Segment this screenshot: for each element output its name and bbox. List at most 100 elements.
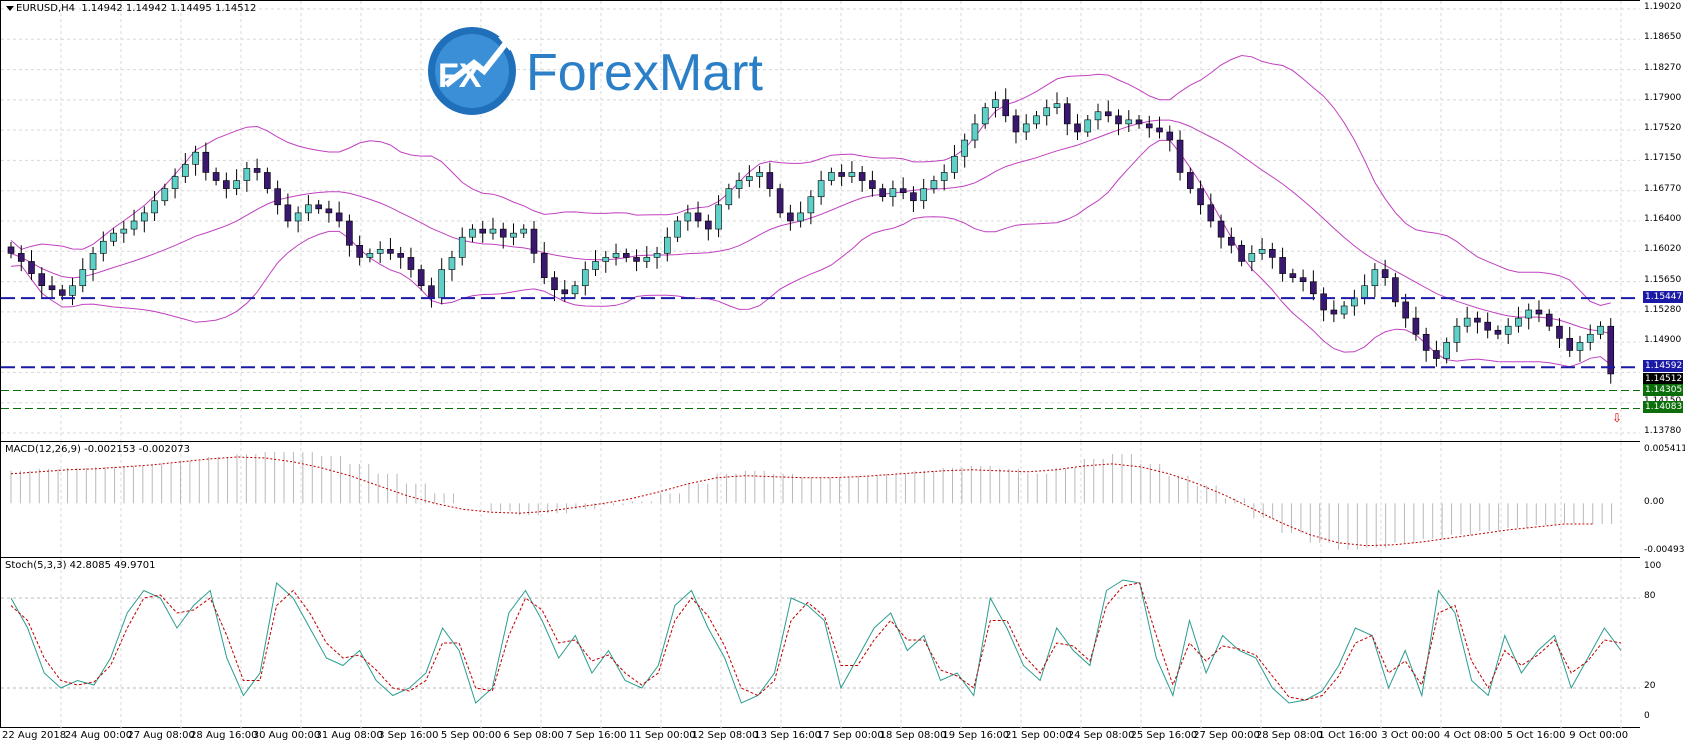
- candle: [858, 172, 866, 181]
- candle: [828, 172, 835, 181]
- price-axis-label: 1.18650: [1644, 32, 1682, 43]
- candle: [1033, 115, 1040, 125]
- candle: [141, 212, 148, 222]
- price-chart[interactable]: [1, 1, 1642, 443]
- candle: [1412, 317, 1420, 335]
- candle: [182, 164, 189, 177]
- candle: [1104, 111, 1112, 117]
- candle: [1330, 309, 1338, 315]
- candle: [735, 180, 743, 189]
- candle: [540, 253, 548, 278]
- price-axis-label: 1.16770: [1644, 183, 1682, 194]
- logo-text: ForexMart: [526, 44, 763, 102]
- price-axis-label: 1.18270: [1644, 62, 1682, 73]
- price-axis-label: 1.16400: [1644, 214, 1682, 224]
- symbol-header: EURUSD,H4 1.14942 1.14942 1.14495 1.1451…: [16, 3, 257, 14]
- candle: [807, 196, 815, 214]
- candle: [551, 277, 558, 291]
- candle: [664, 236, 671, 254]
- candle: [787, 212, 794, 222]
- candle: [1135, 119, 1143, 125]
- candle: [1484, 321, 1491, 331]
- candle: [1443, 342, 1450, 359]
- candle: [1607, 325, 1615, 375]
- price-axis[interactable]: 1.19020 1.18650 1.18270 1.17900 1.17520 1.171…: [1640, 0, 1685, 745]
- candle: [951, 155, 958, 173]
- macd-chart[interactable]: [1, 442, 1642, 559]
- candle: [510, 232, 517, 238]
- candle: [17, 253, 25, 262]
- candle: [428, 285, 435, 299]
- candle: [89, 253, 97, 270]
- candle: [1186, 172, 1194, 189]
- time-axis-label: 1 Oct 16:00: [1318, 730, 1378, 741]
- candle: [1043, 107, 1051, 117]
- candle: [376, 249, 384, 254]
- stoch-axis-label: 0: [1644, 711, 1650, 721]
- time-axis-label: 5 Oct 16:00: [1506, 730, 1566, 741]
- candle: [1074, 123, 1081, 133]
- candle: [253, 168, 261, 173]
- candle: [1535, 309, 1543, 315]
- symbol-menu-arrow-icon[interactable]: [6, 6, 14, 11]
- candle: [438, 269, 446, 299]
- candle: [1238, 244, 1245, 262]
- candle: [151, 200, 158, 214]
- time-axis[interactable]: 22 Aug 2018 24 Aug 00:00 27 Aug 08:00 28 Au…: [0, 727, 1640, 745]
- stoch-axis-label: 20: [1644, 681, 1656, 691]
- candle: [622, 253, 630, 258]
- time-axis-label: 7 Sep 16:00: [566, 730, 627, 741]
- candle: [899, 188, 907, 193]
- candle: [581, 269, 589, 287]
- price-chart-pane[interactable]: EURUSD,H4 1.14942 1.14942 1.14495 1.1451…: [0, 0, 1642, 443]
- time-axis-label: 12 Sep 08:00: [691, 730, 759, 741]
- candle: [1474, 317, 1481, 323]
- bollinger-middle: [10, 119, 1611, 335]
- candle: [1063, 103, 1071, 125]
- candle: [1156, 127, 1163, 133]
- candle: [479, 228, 487, 234]
- candle: [653, 253, 661, 258]
- candle: [1289, 273, 1297, 278]
- price-axis-label: 1.17150: [1644, 153, 1682, 164]
- time-axis-label: 28 Aug 16:00: [190, 730, 258, 741]
- candle: [674, 220, 681, 238]
- candle: [725, 188, 733, 206]
- price-axis-label: 1.17520: [1644, 123, 1682, 134]
- time-axis-label: 13 Sep 16:00: [754, 730, 822, 741]
- candle: [1012, 115, 1020, 133]
- candle: [1576, 342, 1584, 351]
- macd-pane[interactable]: MACD(12,26,9) -0.002153 -0.002073: [0, 441, 1642, 559]
- candle: [469, 228, 476, 238]
- candle: [448, 257, 456, 270]
- time-axis-label: 27 Aug 08:00: [127, 730, 195, 741]
- forexmart-logo-icon: FX: [428, 27, 516, 115]
- stoch-axis-label: 100: [1644, 561, 1662, 571]
- stoch-pane[interactable]: Stoch(5,3,3) 42.8085 49.9701: [0, 557, 1642, 729]
- candle: [99, 240, 107, 254]
- candle: [1197, 188, 1204, 206]
- candle: [335, 212, 343, 222]
- price-axis-label: 1.15280: [1644, 304, 1682, 315]
- candle: [264, 172, 271, 189]
- candle: [407, 257, 415, 270]
- price-axis-label: 1.14150: [1644, 396, 1681, 406]
- candle: [1310, 281, 1317, 295]
- price-axis-label: 1.15650: [1644, 274, 1682, 285]
- candle: [715, 204, 722, 230]
- candle: [387, 249, 394, 254]
- candle: [592, 261, 599, 270]
- candle: [940, 172, 948, 181]
- time-axis-label: 19 Sep 16:00: [942, 730, 1010, 741]
- candle: [930, 180, 938, 189]
- time-axis-label: 18 Sep 08:00: [879, 730, 947, 741]
- candle: [571, 285, 579, 295]
- candle: [202, 151, 210, 173]
- stoch-chart[interactable]: [1, 558, 1642, 729]
- candle: [1320, 293, 1327, 311]
- candle: [1053, 103, 1061, 109]
- macd-axis-label: -0.004937: [1644, 545, 1685, 555]
- candle: [192, 151, 199, 165]
- candle: [530, 228, 538, 254]
- candle: [1094, 111, 1102, 121]
